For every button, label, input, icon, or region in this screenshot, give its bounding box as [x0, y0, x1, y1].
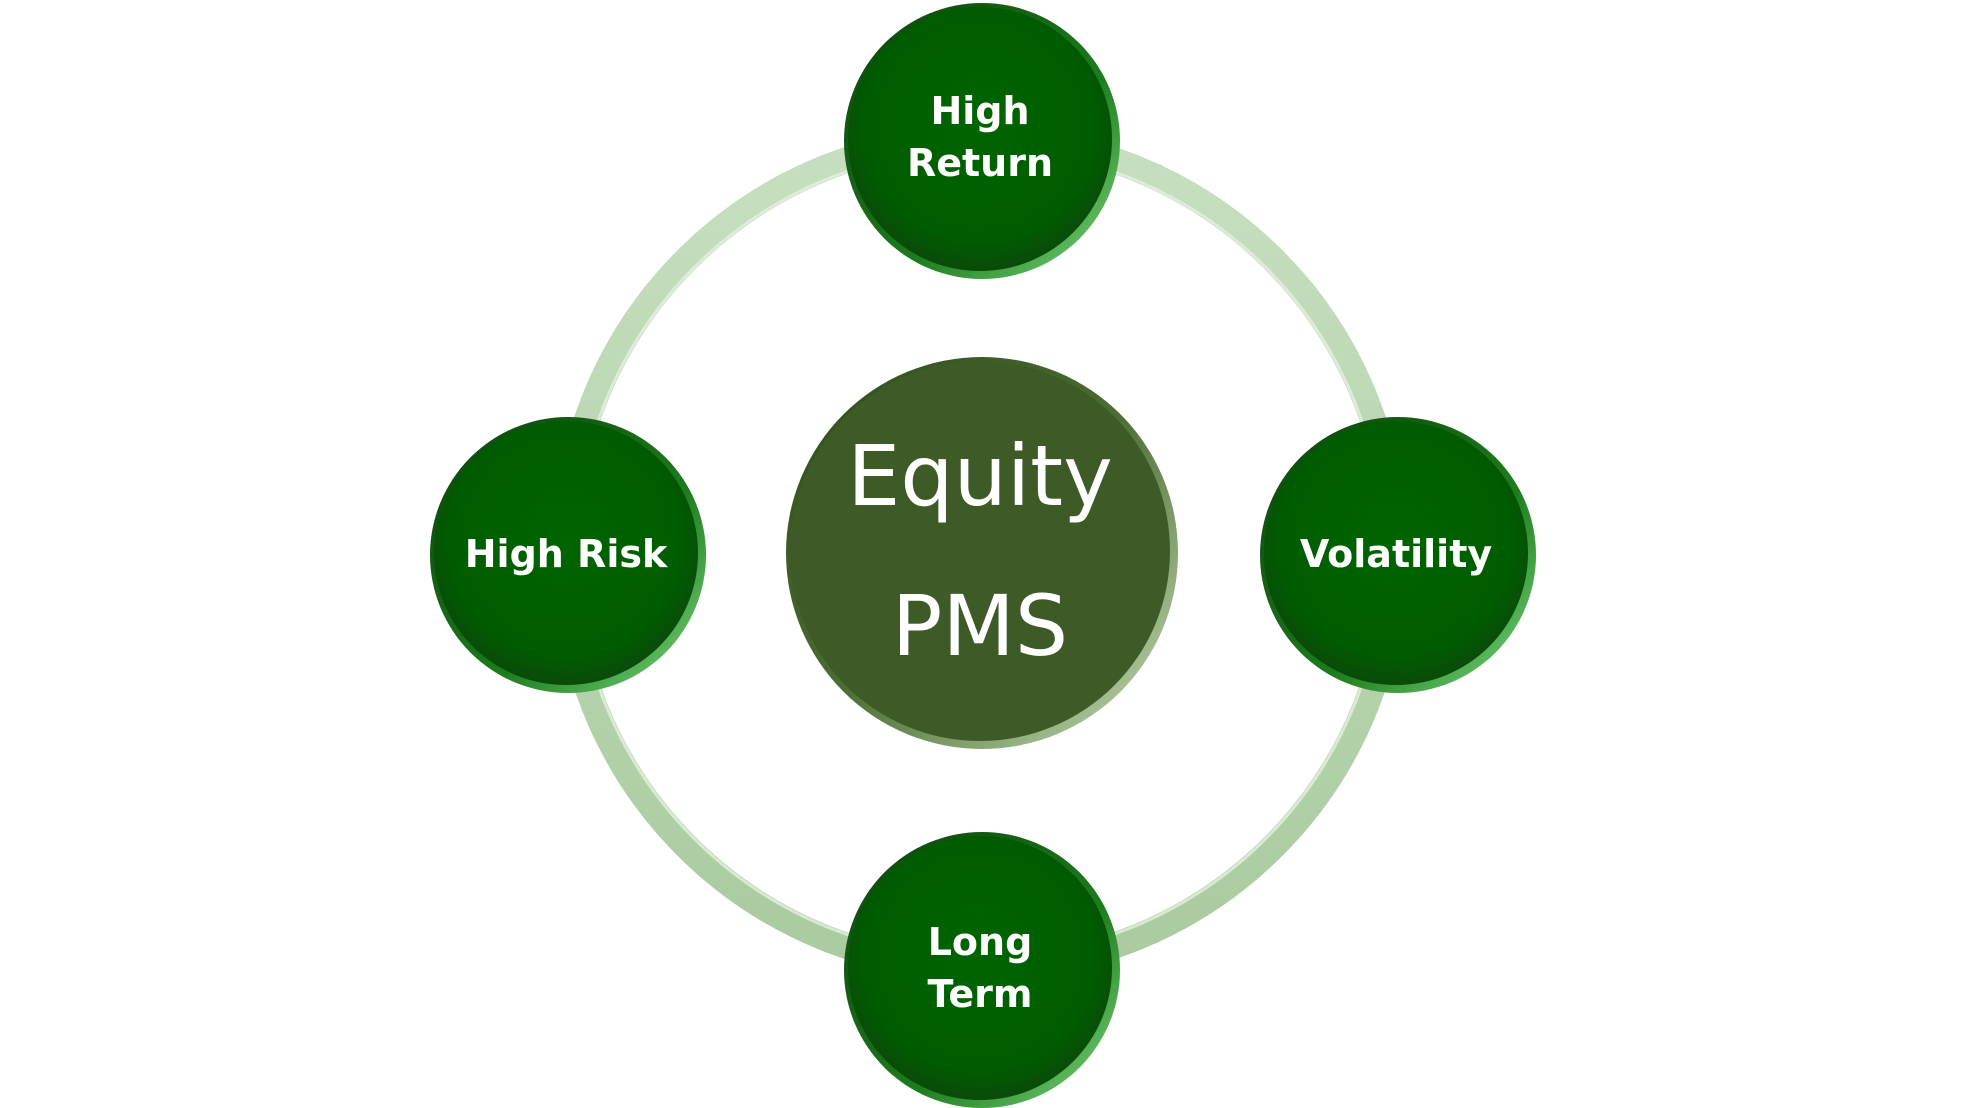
node-high-return-line-1: High — [930, 89, 1029, 133]
node-volatility: Volatility — [1260, 417, 1536, 693]
node-long-term: Long Term — [844, 832, 1120, 1108]
node-long-term-line-2: Term — [928, 972, 1033, 1016]
center-label-line-2: PMS — [892, 577, 1068, 675]
node-volatility-label: Volatility — [1300, 532, 1493, 576]
center-label-line-1: Equity — [847, 427, 1113, 525]
node-long-term-line-1: Long — [928, 920, 1033, 964]
node-high-risk: High Risk — [430, 417, 706, 693]
node-high-risk-label: High Risk — [465, 532, 668, 576]
center-node: Equity PMS — [786, 357, 1178, 749]
node-high-return-line-2: Return — [907, 141, 1053, 185]
node-high-return: High Return — [844, 3, 1120, 279]
